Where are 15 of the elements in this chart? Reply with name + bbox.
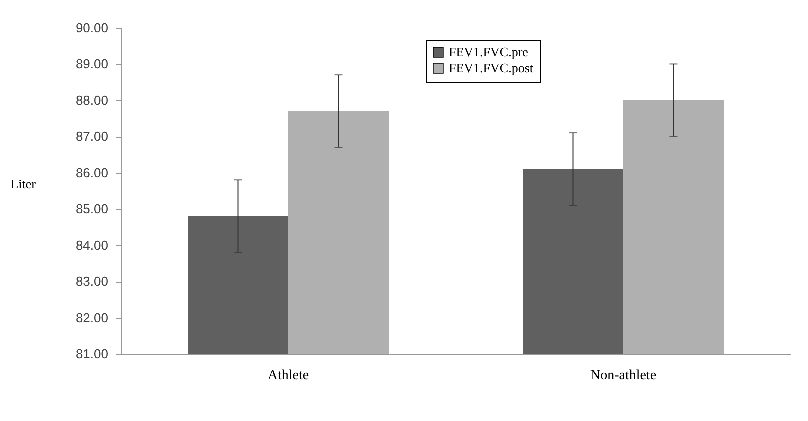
y-tick-label: 83.00 (76, 274, 108, 290)
y-tick-label: 84.00 (76, 238, 108, 253)
y-tick-label: 86.00 (76, 165, 108, 180)
x-tick-label: Non-athlete (590, 368, 657, 384)
legend-label: FEV1.FVC.pre (449, 44, 529, 60)
y-tick-label: 89.00 (76, 56, 108, 72)
y-tick-label: 88.00 (76, 92, 108, 108)
y-tick-label: 81.00 (76, 346, 108, 362)
y-tick-label: 87.00 (76, 129, 108, 144)
y-tick-label: 82.00 (76, 310, 108, 326)
legend-label: FEV1.FVC.post (449, 60, 534, 76)
x-tick-label: Athlete (268, 368, 310, 384)
y-tick-label: 85.00 (76, 202, 108, 217)
y-tick-label: 90.00 (76, 20, 108, 36)
y-axis-title: Liter (10, 176, 37, 192)
